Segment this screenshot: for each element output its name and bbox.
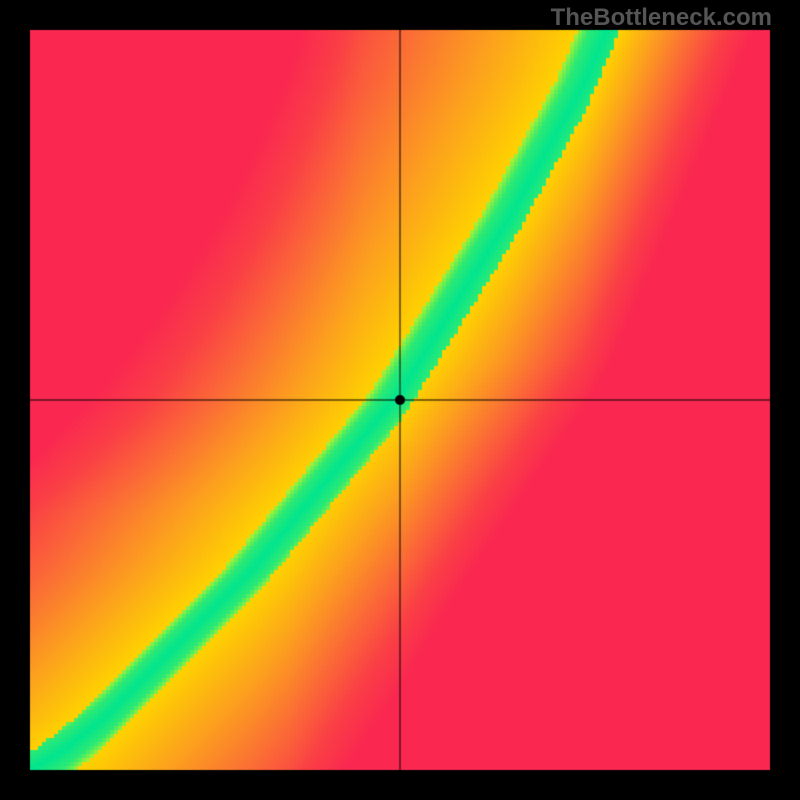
heatmap-canvas [0, 0, 800, 800]
watermark-text: TheBottleneck.com [551, 4, 772, 32]
chart-container: TheBottleneck.com [0, 0, 800, 800]
